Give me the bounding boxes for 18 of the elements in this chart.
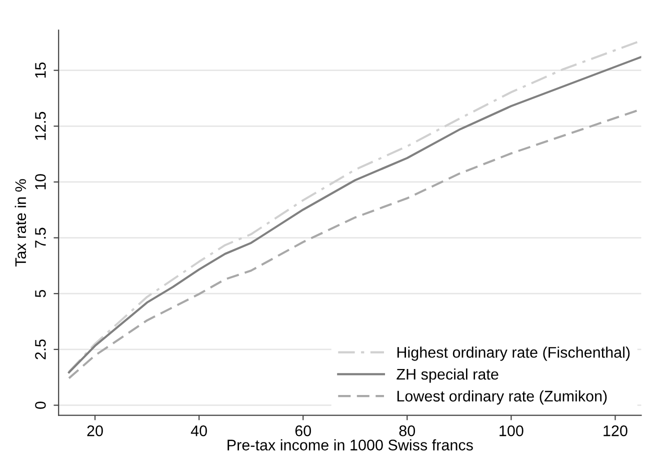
x-axis-title: Pre-tax income in 1000 Swiss francs xyxy=(228,439,473,450)
legend-label: Highest ordinary rate (Fischenthal) xyxy=(397,346,630,361)
x-tick-label: 60 xyxy=(295,425,311,436)
y-tick-label: 0 xyxy=(35,402,46,409)
x-tick-label: 20 xyxy=(87,425,103,436)
x-tick-label: 40 xyxy=(190,425,207,436)
y-axis-title: Tax rate in % xyxy=(14,179,26,267)
x-tick-label: 80 xyxy=(399,425,416,436)
y-tick-label: 2.5 xyxy=(35,339,46,360)
y-tick-label: 15 xyxy=(35,62,46,78)
y-tick-label: 10 xyxy=(35,174,46,190)
y-tick-label: 7.5 xyxy=(35,228,46,248)
y-tick-label: 5 xyxy=(35,290,46,298)
y-tick-label: 12.5 xyxy=(35,112,46,140)
legend-label: Lowest ordinary rate (Zumikon) xyxy=(397,390,607,405)
x-tick-label: 120 xyxy=(604,425,628,436)
legend-label: ZH special rate xyxy=(396,368,498,383)
x-tick-label: 100 xyxy=(500,425,524,436)
